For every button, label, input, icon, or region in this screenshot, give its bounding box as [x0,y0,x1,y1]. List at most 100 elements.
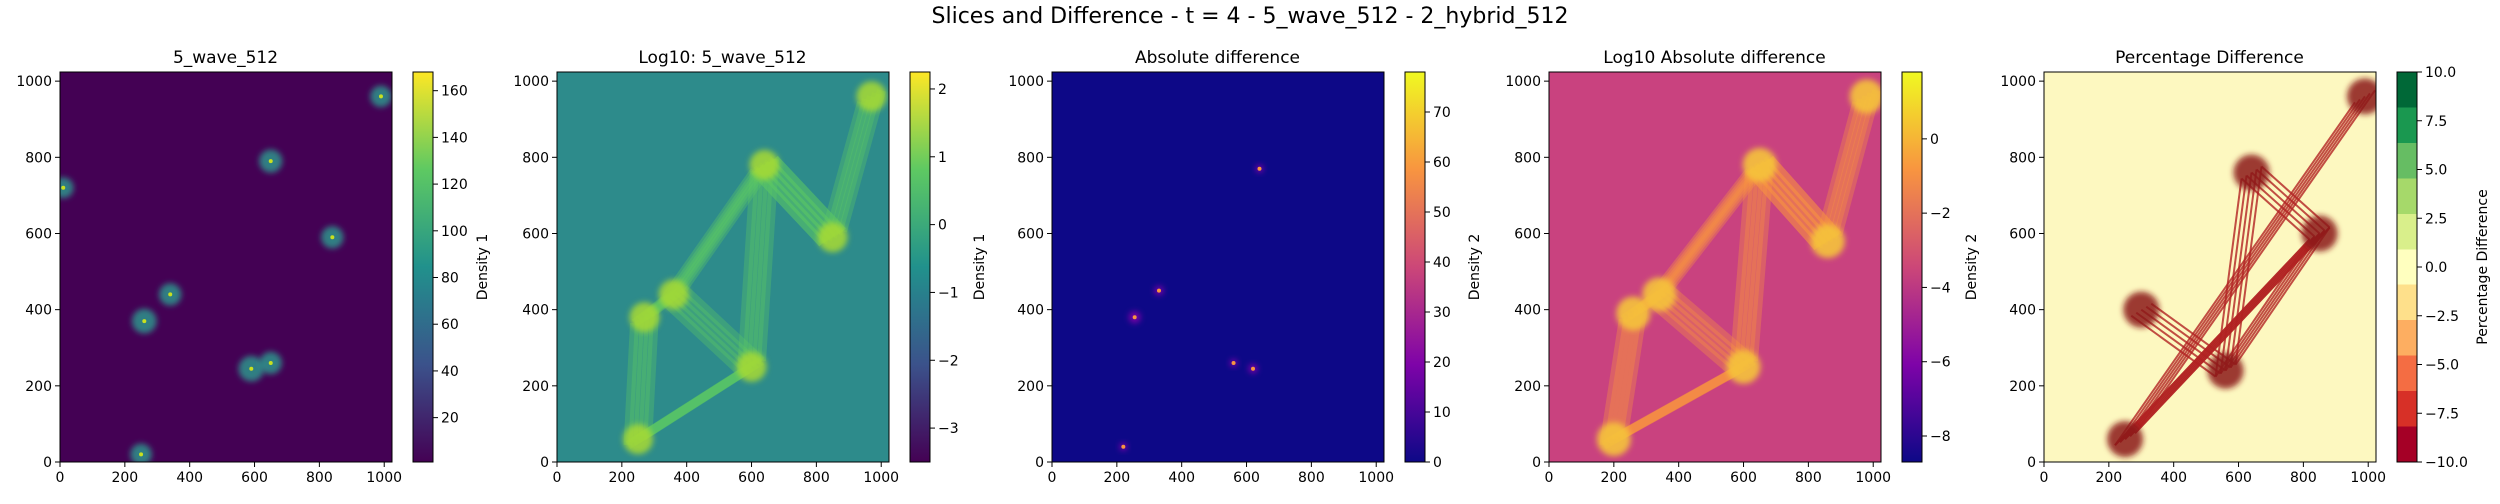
filament-band [771,155,846,235]
filament-band [1749,158,1775,362]
filament-band [1651,294,1742,374]
filament-band [1650,165,1759,301]
filament-band [1666,285,1757,365]
filament-band [823,98,871,242]
y-tick-label: 1000 [513,74,549,90]
colorbar-tick-label: −5.0 [2425,358,2459,374]
filament-band [756,164,831,244]
heatmap-features [623,81,887,455]
colorbar-tick-label: 70 [1433,105,1451,121]
colorbar-tick-label: −2.5 [2425,309,2459,325]
y-tick-label: 1000 [1008,74,1044,90]
density-blob [2123,291,2160,328]
panel-title: Log10: 5_wave_512 [638,48,807,68]
filament-band [2134,226,2331,434]
colorbar-tick-label: −2 [938,353,959,369]
x-tick-label: 0 [56,470,65,486]
x-tick-label: 800 [1795,470,1822,486]
density-blob [2233,154,2270,191]
density-blob [2346,78,2376,115]
x-tick-label: 200 [1600,470,1627,486]
colorbar-label: Density 1 [475,234,491,301]
colorbar [909,71,931,463]
filament-band [752,161,774,365]
filament-band [1734,167,1760,371]
x-tick-label: 1000 [863,470,899,486]
filament-band [751,167,826,247]
filament-band [1739,164,1765,368]
blob-core [1156,288,1161,293]
panel-title: 5_wave_512 [172,48,279,68]
blob-core [1121,444,1126,449]
x-tick-label: 600 [1730,470,1757,486]
colorbar-tick-label: −8 [1930,429,1951,445]
heatmap-field [1052,72,1384,462]
blob-core [139,452,144,457]
filament-band [2114,238,2311,446]
y-tick-label: 1000 [16,74,52,90]
density-blob [2207,352,2244,389]
x-tick-label: 800 [803,470,830,486]
colorbar-tick-label: 5.0 [2425,163,2447,179]
density-blob [1726,349,1761,384]
x-tick-label: 200 [1103,470,1130,486]
filament-band [2119,98,2361,443]
x-tick-label: 400 [2160,470,2187,486]
filament-band [1661,288,1752,368]
colorbar-tick-label: 160 [441,84,468,100]
filament-band [2224,232,2321,372]
colorbar [1404,71,1426,463]
heatmap-field [1549,72,1881,462]
x-tick-label: 800 [1298,470,1325,486]
filament-band [638,314,655,437]
filament-band [1828,92,1877,240]
filament-band [1746,167,1822,251]
x-tick-label: 200 [608,470,635,486]
axes-frame [1548,71,1882,463]
heatmap-plot: 0 200 400 600 800 1000 0 200 400 600 800 1000 −8 −6 −4… [1505,71,1980,486]
density-blob [1810,224,1845,259]
y-tick-label: 800 [25,150,52,166]
heatmap-features [60,85,392,462]
y-tick-label: 200 [2009,379,2036,395]
filament-band [675,288,760,368]
filament-band [1746,167,1822,251]
figure-title: Slices and Difference - t = 4 - 5_wave_5… [931,4,1569,29]
filament-band [635,362,754,443]
filament-band [1766,155,1842,239]
density-blob [856,81,887,112]
y-tick-label: 0 [540,455,549,471]
colorbar-label: Percentage Difference [2475,189,2491,344]
filament-band [737,170,759,374]
colorbar-tick-label: −10.0 [2425,455,2468,471]
x-tick-label: 200 [2095,470,2122,486]
y-tick-label: 0 [1532,455,1541,471]
heatmap-features [1596,79,1881,457]
y-tick-label: 1000 [1505,74,1541,90]
filament-band [633,317,650,440]
x-tick-label: 600 [738,470,765,486]
filament-band [757,158,779,362]
axes-frame [59,71,393,463]
density-blob [2301,215,2338,252]
colorbar-tick-label: 40 [441,364,459,380]
y-tick-label: 600 [522,226,549,242]
filament-band [670,291,755,371]
filament-band [670,162,769,298]
density-blob [623,424,654,455]
heatmap-field [557,72,889,462]
filament-band [1833,89,1881,237]
filament-band [838,89,886,233]
density-blob [1642,277,1677,312]
colorbar-tick-label: 2 [938,82,947,98]
filament-band [742,167,764,371]
colorbar-tick-label: 60 [441,317,459,333]
filament-band [675,159,774,295]
colorbar-tick-label: 50 [1433,205,1451,221]
colorbar-tick-label: 100 [441,224,468,240]
density-blob [2107,421,2144,458]
colorbar-tick-label: 60 [1433,155,1451,171]
filament-band [1656,291,1747,371]
x-tick-label: 400 [673,470,700,486]
